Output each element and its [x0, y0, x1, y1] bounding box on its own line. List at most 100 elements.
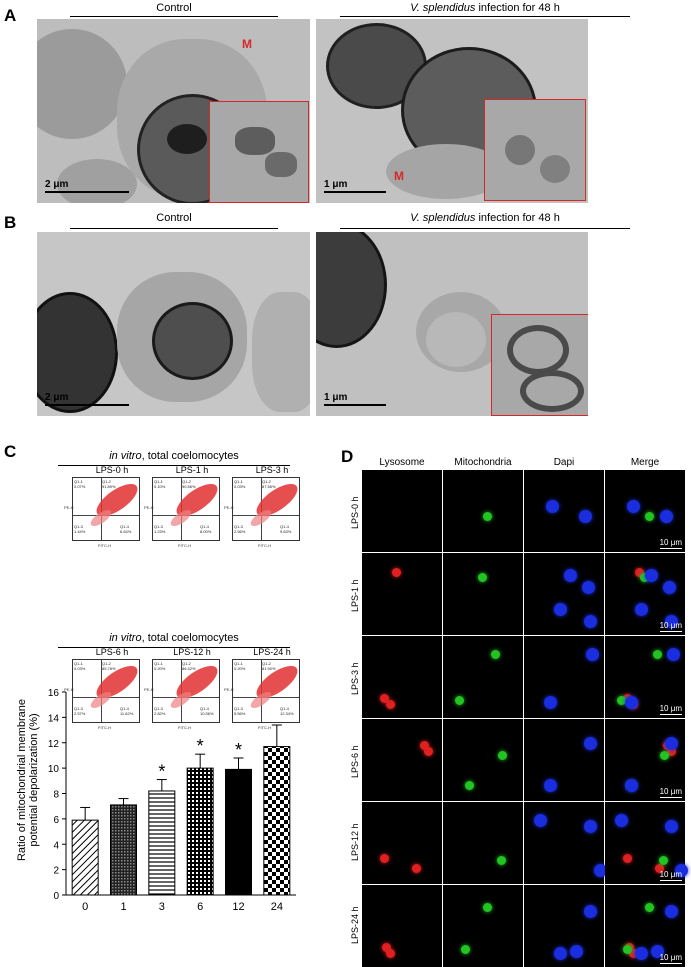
scale-label-a-left: 2 μm [45, 179, 69, 190]
fluorescence-spot [653, 650, 662, 659]
fluo-image-cell: 10 μm [605, 719, 685, 801]
fluo-column-header: Merge [630, 457, 660, 468]
flow-quadrant-q1: Q1-1 0.20% [234, 661, 246, 671]
fluorescence-spot [627, 500, 640, 513]
fluo-image-cell [443, 802, 523, 884]
flow-quadrant-q3: Q1-3 1.23% [154, 524, 166, 534]
fluorescence-spot [667, 747, 676, 756]
tem-control-image-a: M 2 μm [37, 19, 310, 203]
flow-x-axis-label: FITC-H [98, 725, 112, 730]
fluo-scale-bar [660, 880, 682, 881]
flow-y-axis-label: PE-H [64, 505, 74, 510]
fluo-image-cell [443, 553, 523, 635]
fluorescence-spot [534, 814, 547, 827]
fluo-image-cell: 10 μm [605, 553, 685, 635]
mitochondria-label-a-infected: M [394, 169, 404, 183]
fluorescence-spot [478, 573, 487, 582]
flow-x-axis-label: FITC-H [258, 725, 272, 730]
chart-x-tick-label: 6 [197, 901, 203, 913]
flow-quadrant-q1: Q1-1 0.10% [154, 479, 166, 489]
panel-a-control-line [70, 16, 278, 17]
chart-x-tick-label: 24 [271, 901, 283, 913]
fluo-image-cell [362, 885, 442, 967]
flow-quadrant-q2: Q1-2 91.89% [102, 479, 116, 489]
fluorescence-spot [645, 569, 658, 582]
flow-quadrant-q4: Q1-4 9.63% [280, 524, 292, 534]
chart-x-tick-label: 3 [159, 901, 165, 913]
fluo-scale-bar [660, 548, 682, 549]
fluo-image-cell: 10 μm [605, 470, 685, 552]
flow-plot: Q1-1 0.03% Q1-2 85.78% Q1-3 2.57% Q1-4 11.6… [72, 659, 140, 723]
scale-bar-a-left [45, 191, 129, 193]
flow-plot: Q1-1 0.07% Q1-2 91.89% Q1-3 1.44% Q1-4 6.64… [72, 477, 140, 541]
fluorescence-spot [667, 648, 680, 661]
flow-quadrant-q3: Q1-3 2.56% [234, 524, 246, 534]
fluorescence-spot [665, 737, 678, 750]
fluo-image-cell [362, 553, 442, 635]
flow-quadrant-q2: Q1-2 90.56% [182, 479, 196, 489]
chart-y-tick-label: 14 [48, 713, 60, 724]
flow-quadrant-q1: Q1-1 0.20% [154, 661, 166, 671]
flow-plot-title: LPS-24 h [253, 647, 291, 657]
scale-bar-a-right [324, 191, 386, 193]
fluorescence-spot [660, 510, 673, 523]
fluorescence-spot [640, 573, 649, 582]
flow-header-bottom-line [58, 647, 290, 648]
flow-y-axis-label: PE-H [224, 687, 234, 692]
fluo-scale-label: 10 μm [659, 870, 682, 879]
fluorescence-spot [579, 510, 592, 523]
flow-plot: Q1-1 0.03% Q1-2 87.56% Q1-3 2.56% Q1-4 9.63… [232, 477, 300, 541]
panel-a-infection-title: V. splendidus infection for 48 h [410, 2, 560, 14]
fluorescence-spot [635, 568, 644, 577]
bar [71, 819, 99, 896]
chart-y-tick-label: 4 [53, 840, 59, 851]
fluo-image-cell [524, 885, 604, 967]
fluorescence-spot [584, 615, 597, 628]
fluo-scale-label: 10 μm [659, 621, 682, 630]
fluorescence-spot [665, 905, 678, 918]
flow-plot-title: LPS-1 h [175, 465, 209, 475]
fluorescence-spot [497, 856, 506, 865]
fluorescence-spot [635, 947, 648, 960]
fluorescence-spot [392, 568, 401, 577]
bar [186, 767, 214, 896]
fluorescence-spot [623, 945, 632, 954]
fluorescence-spot [584, 905, 597, 918]
fluorescence-spot [544, 696, 557, 709]
chart-y-label: Ratio of mitochondrial membrane potentia… [16, 698, 40, 862]
fluo-row-label: LPS-12 h [350, 823, 360, 861]
fluorescence-spot [461, 945, 470, 954]
flow-plot-title: LPS-6 h [95, 647, 129, 657]
flow-quadrant-q4: Q1-4 10.56% [200, 706, 214, 716]
fluorescence-spot [380, 854, 389, 863]
fluo-image-cell [524, 636, 604, 718]
fluo-row-label: LPS-0 h [350, 496, 360, 529]
flow-y-axis-label: PE-H [144, 505, 154, 510]
panel-b-control-title: Control [156, 212, 192, 224]
flow-quadrant-q4: Q1-4 6.64% [120, 524, 132, 534]
tem-inset-infection-b [491, 314, 588, 416]
flow-quadrant-q2: Q1-2 85.78% [102, 661, 116, 671]
panel-b-letter: B [4, 213, 17, 232]
fluorescence-spot [615, 814, 628, 827]
fluo-scale-label: 10 μm [659, 953, 682, 962]
fluorescence-spot [586, 648, 599, 661]
panel-b-infection-line [340, 228, 630, 229]
chart-x-tick-label: 12 [232, 901, 244, 913]
fluorescence-spot [663, 581, 676, 594]
fluo-image-cell [443, 719, 523, 801]
fluo-row-label: LPS-6 h [350, 745, 360, 778]
fluorescence-spot [617, 696, 626, 705]
significance-star: * [197, 736, 204, 756]
fluorescence-spot [645, 512, 654, 521]
significance-star: * [158, 762, 165, 782]
flow-quadrant-q4: Q1-4 8.00% [200, 524, 212, 534]
fluorescence-spot [660, 751, 669, 760]
fluorescence-spot [483, 903, 492, 912]
panel-a-infection-line [340, 16, 630, 17]
fluorescence-spot [659, 856, 668, 865]
fluo-scale-bar [660, 797, 682, 798]
chart-x-tick-label: 0 [82, 901, 88, 913]
panel-b-infection-title: V. splendidus infection for 48 h [410, 212, 560, 224]
flow-quadrant-q2: Q1-2 87.56% [262, 479, 276, 489]
